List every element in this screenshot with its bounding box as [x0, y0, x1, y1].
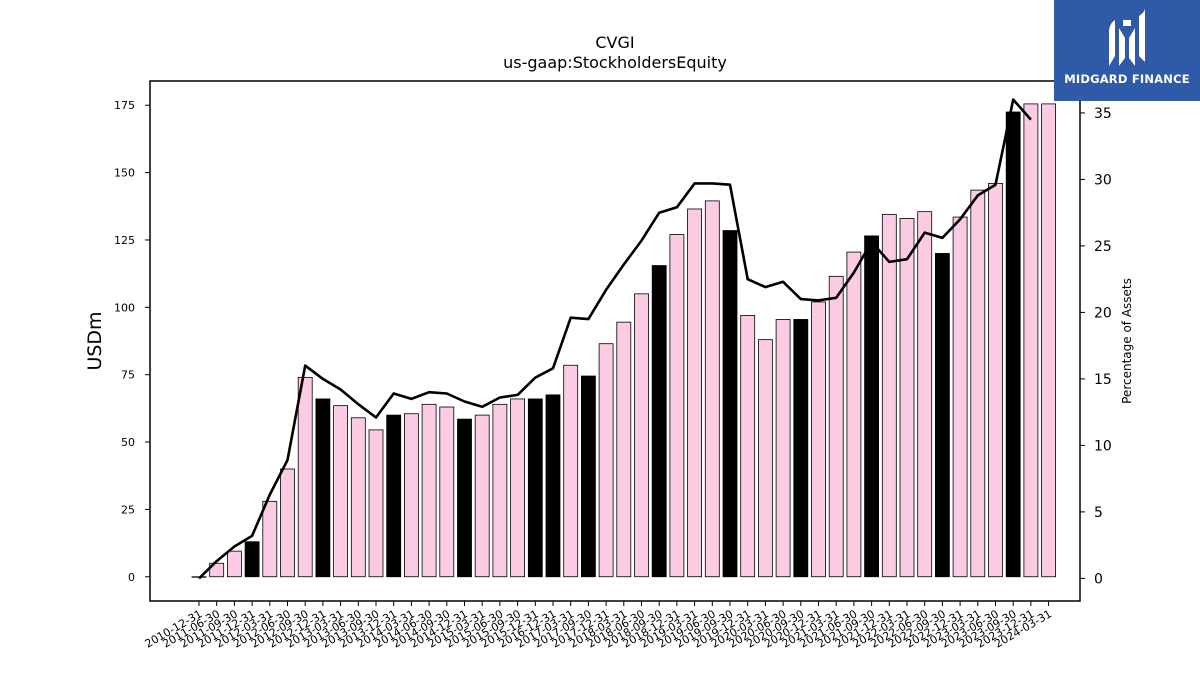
- bar-2021-09-30: [864, 235, 879, 578]
- midgard-finance-logo-mark-icon: [1109, 8, 1145, 66]
- bar-2020-03-31: [758, 339, 773, 578]
- bar-2015-12-31: [527, 398, 543, 578]
- y-tick-label: 50: [121, 436, 135, 449]
- chart-title: CVGI: [595, 33, 634, 52]
- bar-2012-12-31: [315, 398, 331, 578]
- brand-logo: MIDGARD FINANCE: [1054, 0, 1200, 101]
- bar-2012-03-31: [262, 500, 278, 578]
- bar-series: [191, 103, 1056, 578]
- bar-2021-12-31: [881, 213, 897, 578]
- line-series: [198, 98, 1032, 580]
- y2-tick-label: 15: [1094, 372, 1112, 388]
- bar-2015-03-31: [474, 414, 490, 578]
- bar-2015-06-30: [492, 403, 508, 578]
- y-tick-label: 100: [114, 301, 135, 314]
- bar-2024-03-31: [1041, 103, 1056, 578]
- bar-2023-06-30: [988, 182, 1003, 578]
- bar-2014-09-30: [439, 406, 455, 578]
- bar-2018-03-31: [616, 321, 632, 578]
- bar-2020-09-30: [793, 319, 809, 578]
- bar-2023-09-30: [1005, 111, 1021, 578]
- bar-2022-03-31: [899, 218, 915, 578]
- y2-tick-label: 30: [1094, 172, 1112, 188]
- y2-tick-label: 25: [1094, 239, 1112, 255]
- y-tick-label: 150: [114, 167, 135, 180]
- y-tick-label: 0: [128, 571, 135, 584]
- bar-2011-09-30: [226, 550, 242, 578]
- y-tick-label: 125: [114, 234, 135, 247]
- bar-2022-09-30: [935, 253, 950, 578]
- bar-2022-12-31: [952, 216, 968, 578]
- y-tick-label: 175: [114, 99, 135, 112]
- bar-2019-03-31: [687, 208, 702, 578]
- bar-2019-06-30: [704, 200, 720, 578]
- bar-2013-06-30: [350, 417, 366, 578]
- y2-tick-label: 35: [1094, 106, 1112, 122]
- y-tick-label: 75: [121, 369, 135, 382]
- bar-2012-06-30: [280, 468, 295, 578]
- y2-tick-label: 10: [1094, 438, 1112, 454]
- bar-2011-06-30: [209, 562, 225, 578]
- bar-2021-06-30: [846, 251, 862, 578]
- y2-axis-label: Percentage of Assets: [1120, 278, 1134, 404]
- bar-2018-09-30: [651, 265, 667, 578]
- chart-subtitle: us-gaap:StockholdersEquity: [503, 53, 727, 72]
- bar-2016-12-31: [545, 394, 561, 578]
- brand-name: MIDGARD FINANCE: [1064, 72, 1190, 86]
- bar-2015-09-30: [510, 398, 526, 578]
- bar-2019-09-30: [722, 230, 738, 578]
- y2-tick-label: 20: [1094, 305, 1112, 321]
- bar-2017-09-30: [581, 375, 596, 578]
- y-axis-right: 0 5 10 15 20 25 30 35: [1080, 106, 1112, 587]
- bar-2013-12-31: [386, 414, 402, 578]
- bar-2023-12-31: [1023, 103, 1039, 578]
- x-axis: 2010-12-312011-06-302011-09-302011-12-31…: [143, 601, 1054, 651]
- bar-2014-06-30: [421, 403, 437, 578]
- bar-2020-06-30: [775, 319, 791, 578]
- bar-2011-12-31: [244, 541, 260, 578]
- bar-2014-12-31: [457, 418, 472, 578]
- percentage-of-assets-line: [198, 98, 1032, 580]
- bar-2023-03-31: [970, 189, 986, 578]
- bar-2022-06-30: [917, 211, 933, 578]
- bar-2021-03-31: [828, 275, 844, 578]
- bar-2020-12-31: [811, 301, 826, 578]
- bar-2013-09-30: [368, 429, 384, 578]
- y2-tick-label: 0: [1094, 571, 1103, 587]
- bar-2018-06-30: [634, 293, 649, 578]
- bar-2017-12-31: [598, 343, 614, 578]
- bar-2017-03-31: [563, 364, 579, 578]
- y2-tick-label: 5: [1094, 505, 1103, 521]
- plot-frame: [149, 80, 1081, 602]
- bar-2013-03-31: [333, 405, 349, 578]
- bar-2018-12-31: [669, 234, 685, 578]
- bar-2014-03-31: [403, 413, 419, 578]
- y-tick-label: 25: [121, 503, 135, 516]
- y-axis-left: 0 25 50 75 100 125 150 175: [114, 99, 150, 584]
- y-axis-label: USDm: [84, 311, 106, 370]
- bar-2019-12-31: [740, 315, 756, 578]
- bar-2012-09-30: [297, 376, 313, 578]
